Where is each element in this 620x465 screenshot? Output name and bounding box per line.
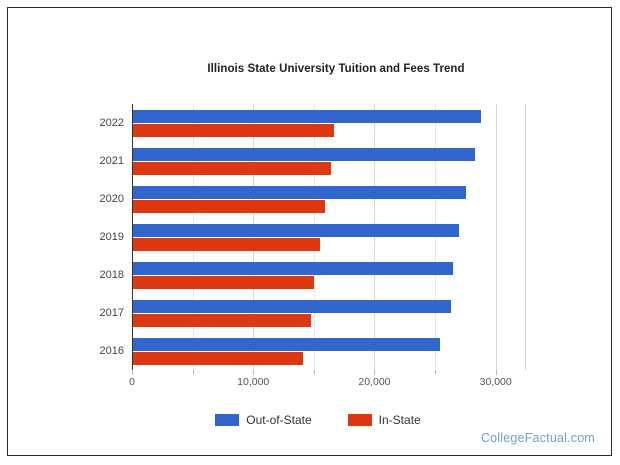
x-tick-label: 20,000	[358, 376, 391, 388]
watermark-collegefactual: CollegeFactual.com	[480, 431, 595, 445]
legend-swatch-icon	[347, 414, 372, 426]
bar-in-state-2022[interactable]	[133, 123, 335, 137]
y-axis-line	[132, 104, 133, 370]
legend-item-out-of-state[interactable]: Out-of-State	[215, 413, 312, 427]
bar-in-state-2021[interactable]	[133, 161, 331, 175]
bar-out-of-state-2022[interactable]	[133, 109, 481, 123]
gridline-minor	[192, 104, 194, 370]
x-tick-label: 30,000	[479, 376, 512, 388]
plot-area: 0 10,000 20,000 30,000	[129, 104, 526, 388]
gridline-major	[253, 104, 255, 370]
y-axis-category-labels: 2022 2021 2020 2019 2018 2017 2016	[68, 104, 124, 370]
bar-out-of-state-2019[interactable]	[133, 223, 460, 237]
bar-in-state-2020[interactable]	[133, 199, 325, 213]
bar-in-state-2017[interactable]	[133, 313, 312, 327]
bar-out-of-state-2018[interactable]	[133, 261, 454, 275]
legend-item-in-state[interactable]: In-State	[347, 413, 421, 427]
y-tick-label-2016: 2016	[99, 345, 124, 357]
chart-title: Illinois State University Tuition and Fe…	[207, 63, 465, 75]
x-tickmark	[313, 370, 315, 375]
y-tick-label-2021: 2021	[99, 155, 124, 167]
bar-out-of-state-2016[interactable]	[133, 337, 440, 351]
legend-label: Out-of-State	[246, 413, 312, 427]
gridline-minor	[313, 104, 315, 370]
y-tick-label-2019: 2019	[99, 231, 124, 243]
bar-in-state-2019[interactable]	[133, 237, 320, 251]
x-tick-label: 0	[129, 376, 135, 388]
y-tick-label-2022: 2022	[99, 117, 124, 129]
bar-out-of-state-2020[interactable]	[133, 185, 467, 199]
bar-out-of-state-2017[interactable]	[133, 299, 451, 313]
x-tickmark	[495, 370, 497, 375]
y-tick-label-2018: 2018	[99, 269, 124, 281]
legend-swatch-icon	[215, 414, 240, 426]
y-tick-label-2020: 2020	[99, 193, 124, 205]
x-tickmark	[253, 370, 255, 375]
y-tick-label-2017: 2017	[99, 307, 124, 319]
x-tickmark	[132, 370, 133, 375]
x-tickmark	[435, 370, 437, 375]
chart-frame: Illinois State University Tuition and Fe…	[7, 7, 612, 456]
bar-in-state-2016[interactable]	[133, 351, 303, 365]
legend-label: In-State	[378, 413, 421, 427]
x-tickmark	[192, 370, 194, 375]
x-tickmark	[374, 370, 376, 375]
chart-legend: Out-of-State In-State	[8, 413, 620, 427]
gridline-minor	[435, 104, 437, 370]
gridline-plot-right-edge	[525, 104, 526, 370]
gridline-major	[495, 104, 497, 370]
bar-in-state-2018[interactable]	[133, 275, 314, 289]
gridline-major	[374, 104, 376, 370]
bar-out-of-state-2021[interactable]	[133, 147, 475, 161]
x-tick-label: 10,000	[237, 376, 270, 388]
